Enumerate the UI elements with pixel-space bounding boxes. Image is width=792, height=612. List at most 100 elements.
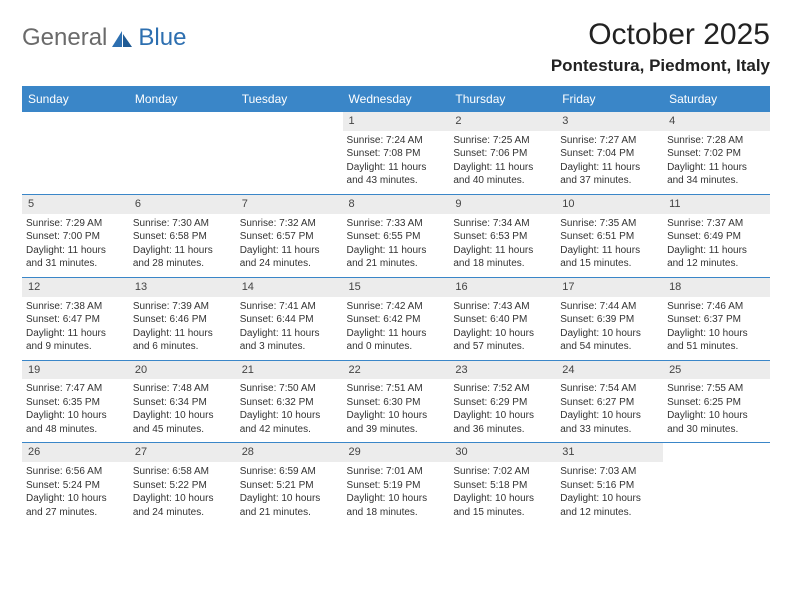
calendar-day: 23Sunrise: 7:52 AMSunset: 6:29 PMDayligh… [449, 360, 556, 443]
calendar-day: 15Sunrise: 7:42 AMSunset: 6:42 PMDayligh… [343, 277, 450, 360]
calendar-week: 1Sunrise: 7:24 AMSunset: 7:08 PMDaylight… [22, 112, 770, 195]
sunset-line: Sunset: 6:55 PM [347, 230, 446, 244]
sunrise-line: Sunrise: 7:46 AM [667, 300, 766, 314]
sunset-line: Sunset: 6:29 PM [453, 396, 552, 410]
sunset-line: Sunset: 7:04 PM [560, 147, 659, 161]
sunrise-line: Sunrise: 7:02 AM [453, 465, 552, 479]
sunrise-line: Sunrise: 7:41 AM [240, 300, 339, 314]
day-number: 2 [449, 112, 556, 131]
sunset-line: Sunset: 6:27 PM [560, 396, 659, 410]
calendar-day: 31Sunrise: 7:03 AMSunset: 5:16 PMDayligh… [556, 443, 663, 525]
logo-text-2: Blue [138, 24, 186, 52]
daylight-line: Daylight: 11 hours and 9 minutes. [26, 327, 125, 354]
day-number: 30 [449, 443, 556, 462]
day-number: 14 [236, 278, 343, 297]
day-number: 17 [556, 278, 663, 297]
day-number: 31 [556, 443, 663, 462]
day-number: 28 [236, 443, 343, 462]
day-number: 1 [343, 112, 450, 131]
calendar-day: 3Sunrise: 7:27 AMSunset: 7:04 PMDaylight… [556, 112, 663, 195]
sunrise-line: Sunrise: 7:52 AM [453, 382, 552, 396]
sunrise-line: Sunrise: 7:48 AM [133, 382, 232, 396]
sunset-line: Sunset: 6:47 PM [26, 313, 125, 327]
logo: General Blue [22, 18, 186, 52]
daylight-line: Daylight: 11 hours and 3 minutes. [240, 327, 339, 354]
day-number: 15 [343, 278, 450, 297]
calendar-day: 30 Sunrise: 7:02 AMSunset: 5:18 PMDayligh… [449, 443, 556, 525]
daylight-line: Daylight: 10 hours and 27 minutes. [26, 492, 125, 519]
sunrise-line: Sunrise: 7:29 AM [26, 217, 125, 231]
calendar-day: 18Sunrise: 7:46 AMSunset: 6:37 PMDayligh… [663, 277, 770, 360]
calendar-day: 20Sunrise: 7:48 AMSunset: 6:34 PMDayligh… [129, 360, 236, 443]
sunset-line: Sunset: 7:02 PM [667, 147, 766, 161]
calendar-day-empty [663, 443, 770, 525]
calendar-day: 25Sunrise: 7:55 AMSunset: 6:25 PMDayligh… [663, 360, 770, 443]
daylight-line: Daylight: 10 hours and 57 minutes. [453, 327, 552, 354]
daylight-line: Daylight: 11 hours and 31 minutes. [26, 244, 125, 271]
sunrise-line: Sunrise: 7:37 AM [667, 217, 766, 231]
logo-text-1: General [22, 24, 107, 52]
weekday-header: Monday [129, 87, 236, 112]
daylight-line: Daylight: 10 hours and 12 minutes. [560, 492, 659, 519]
calendar-day: 9Sunrise: 7:34 AMSunset: 6:53 PMDaylight… [449, 194, 556, 277]
daylight-line: Daylight: 10 hours and 39 minutes. [347, 409, 446, 436]
calendar-day: 4Sunrise: 7:28 AMSunset: 7:02 PMDaylight… [663, 112, 770, 195]
sunrise-line: Sunrise: 7:25 AM [453, 134, 552, 148]
sunset-line: Sunset: 5:22 PM [133, 479, 232, 493]
day-number: 10 [556, 195, 663, 214]
day-number: 3 [556, 112, 663, 131]
daylight-line: Daylight: 10 hours and 15 minutes. [453, 492, 552, 519]
sunset-line: Sunset: 6:32 PM [240, 396, 339, 410]
day-number: 22 [343, 361, 450, 380]
day-number: 25 [663, 361, 770, 380]
sunset-line: Sunset: 6:53 PM [453, 230, 552, 244]
calendar-week: 19Sunrise: 7:47 AMSunset: 6:35 PMDayligh… [22, 360, 770, 443]
sunrise-line: Sunrise: 7:24 AM [347, 134, 446, 148]
daylight-line: Daylight: 11 hours and 21 minutes. [347, 244, 446, 271]
calendar-day: 26Sunrise: 6:56 AMSunset: 5:24 PMDayligh… [22, 443, 129, 525]
sunrise-line: Sunrise: 6:59 AM [240, 465, 339, 479]
sunrise-line: Sunrise: 7:01 AM [347, 465, 446, 479]
day-number: 13 [129, 278, 236, 297]
daylight-line: Daylight: 10 hours and 21 minutes. [240, 492, 339, 519]
sunset-line: Sunset: 5:21 PM [240, 479, 339, 493]
calendar-day: 22Sunrise: 7:51 AMSunset: 6:30 PMDayligh… [343, 360, 450, 443]
calendar-day: 8Sunrise: 7:33 AMSunset: 6:55 PMDaylight… [343, 194, 450, 277]
daylight-line: Daylight: 10 hours and 51 minutes. [667, 327, 766, 354]
calendar-day: 1 Sunrise: 7:24 AMSunset: 7:08 PMDaylight… [343, 112, 450, 195]
daylight-line: Daylight: 11 hours and 0 minutes. [347, 327, 446, 354]
calendar-day: 29Sunrise: 7:01 AMSunset: 5:19 PMDayligh… [343, 443, 450, 525]
calendar-day: 28 Sunrise: 6:59 AMSunset: 5:21 PMDayligh… [236, 443, 343, 525]
calendar-day: 14Sunrise: 7:41 AMSunset: 6:44 PMDayligh… [236, 277, 343, 360]
calendar-day: 24Sunrise: 7:54 AMSunset: 6:27 PMDayligh… [556, 360, 663, 443]
calendar-day: 27Sunrise: 6:58 AMSunset: 5:22 PMDayligh… [129, 443, 236, 525]
sunrise-line: Sunrise: 7:39 AM [133, 300, 232, 314]
sunrise-line: Sunrise: 6:56 AM [26, 465, 125, 479]
calendar-week: 12Sunrise: 7:38 AMSunset: 6:47 PMDayligh… [22, 277, 770, 360]
sunset-line: Sunset: 7:08 PM [347, 147, 446, 161]
sunrise-line: Sunrise: 7:30 AM [133, 217, 232, 231]
calendar-day: 11Sunrise: 7:37 AMSunset: 6:49 PMDayligh… [663, 194, 770, 277]
weekday-header: Thursday [449, 87, 556, 112]
calendar-day-empty [22, 112, 129, 195]
sunset-line: Sunset: 5:18 PM [453, 479, 552, 493]
daylight-line: Daylight: 10 hours and 54 minutes. [560, 327, 659, 354]
sunrise-line: Sunrise: 7:47 AM [26, 382, 125, 396]
day-number: 7 [236, 195, 343, 214]
sunrise-line: Sunrise: 7:50 AM [240, 382, 339, 396]
day-number: 5 [22, 195, 129, 214]
daylight-line: Daylight: 11 hours and 40 minutes. [453, 161, 552, 188]
daylight-line: Daylight: 11 hours and 15 minutes. [560, 244, 659, 271]
daylight-line: Daylight: 10 hours and 18 minutes. [347, 492, 446, 519]
calendar: SundayMondayTuesdayWednesdayThursdayFrid… [22, 86, 770, 525]
day-number: 8 [343, 195, 450, 214]
daylight-line: Daylight: 10 hours and 48 minutes. [26, 409, 125, 436]
sunrise-line: Sunrise: 7:44 AM [560, 300, 659, 314]
sunset-line: Sunset: 6:30 PM [347, 396, 446, 410]
day-number: 16 [449, 278, 556, 297]
day-number: 6 [129, 195, 236, 214]
calendar-day: 13Sunrise: 7:39 AMSunset: 6:46 PMDayligh… [129, 277, 236, 360]
calendar-day: 5Sunrise: 7:29 AMSunset: 7:00 PMDaylight… [22, 194, 129, 277]
daylight-line: Daylight: 11 hours and 43 minutes. [347, 161, 446, 188]
daylight-line: Daylight: 11 hours and 37 minutes. [560, 161, 659, 188]
